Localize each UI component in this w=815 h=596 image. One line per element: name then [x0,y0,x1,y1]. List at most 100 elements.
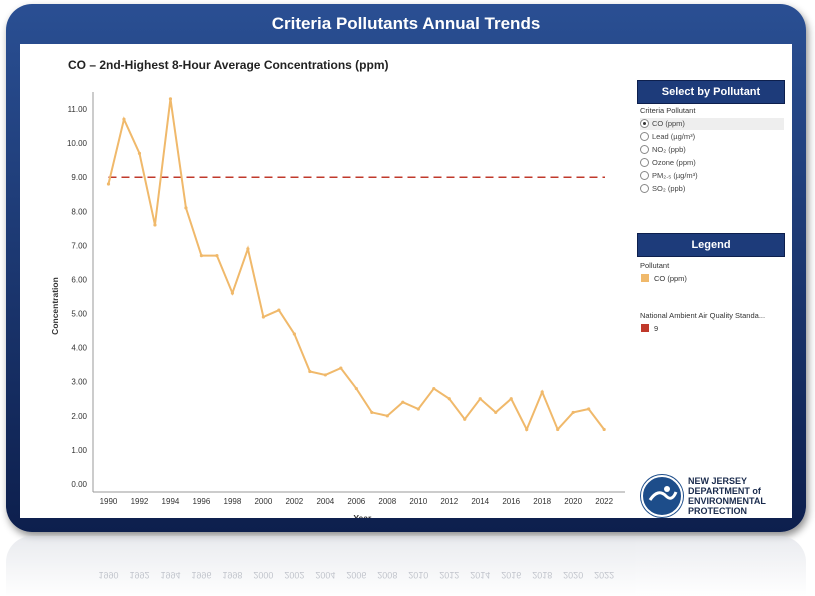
data-point [106,182,111,186]
radio-button[interactable] [640,157,649,167]
reflection-tick: 1990 [98,570,119,580]
x-tick-label: 2018 [533,497,551,506]
logo-line-4: PROTECTION [688,506,748,516]
y-tick-label: 9.00 [71,173,87,182]
radio-button[interactable] [640,170,649,180]
x-tick-label: 2002 [285,497,303,506]
data-point [556,427,560,432]
data-point [571,410,575,415]
pollutant-option[interactable]: CO (ppm) [640,118,784,130]
data-point [525,427,529,432]
criteria-pollutant-label: Criteria Pollutant [640,106,696,115]
data-point [184,206,188,210]
y-tick-label: 7.00 [71,241,87,250]
pollutant-option[interactable]: NO₂ (ppb) [640,144,784,156]
legend-standard-swatch [641,324,649,332]
reflection-tick: 2006 [346,570,367,580]
reflection-tick: 1994 [160,570,181,580]
data-point [153,223,157,227]
pollutant-option[interactable]: Lead (µg/m³) [640,131,784,143]
y-tick-label: 4.00 [71,344,87,353]
x-tick-label: 2016 [502,497,520,506]
njdep-logo: NEW JERSEY DEPARTMENT of ENVIRONMENTAL P… [640,474,790,518]
logo-line-1: NEW JERSEY [688,476,748,486]
data-point [370,410,374,415]
x-tick-label: 2010 [409,497,427,506]
y-tick-label: 5.00 [71,310,87,319]
pollutant-option-label: Lead (µg/m³) [652,132,696,141]
x-tick-label: 2004 [316,497,334,506]
x-tick-label: 1998 [224,497,242,506]
radio-button[interactable] [640,131,649,141]
data-point [447,397,451,401]
njdep-seal-icon [640,474,684,518]
x-tick-label: 2008 [378,497,396,506]
x-tick-label: 2020 [564,497,582,506]
data-point [261,315,265,319]
co-series-line [107,98,605,432]
radio-button[interactable] [640,144,649,154]
pollutant-option-label: NO₂ (ppb) [652,145,686,154]
frame-reflection: 1990 1992 1994 1996 1998 2000 2002 2004 2006 2008… [6,536,806,596]
radio-button[interactable] [640,183,649,193]
data-point [246,247,250,251]
pollutant-option-label: CO (ppm) [652,119,685,128]
reflection-tick: 2010 [408,570,429,580]
legend-co-swatch [641,274,649,282]
data-point [215,254,219,258]
pollutant-option-label: PM₂.₅ (µg/m³) [652,171,698,180]
data-point [478,397,482,401]
pollutant-option-label: SO₂ (ppb) [652,184,686,193]
pollutant-option[interactable]: SO₂ (ppb) [640,183,784,195]
pollutant-option[interactable]: Ozone (ppm) [640,157,784,169]
x-tick-label: 2022 [595,497,613,506]
data-point [323,373,327,377]
reflection-tick: 2016 [501,570,522,580]
y-tick-label: 3.00 [71,378,87,387]
data-point [168,97,173,101]
reflection-tick: 2014 [470,570,491,580]
dashboard-frame: Criteria Pollutants Annual Trends CO – 2… [6,4,806,532]
reflection-tick: 1996 [191,570,212,580]
data-point [494,410,498,415]
legend-header: Legend [637,233,785,257]
content-panel: CO – 2nd-Highest 8-Hour Average Concentr… [20,44,792,518]
x-tick-label: 2012 [440,497,458,506]
y-axis-label: Concentration [50,277,60,335]
y-tick-label: 10.00 [67,139,88,148]
legend-pollutant-label: Pollutant [640,261,670,270]
data-point [509,397,513,401]
data-point [230,291,235,295]
reflection-tick: 1998 [222,570,243,580]
x-tick-label: 1992 [131,497,149,506]
data-point [137,151,142,155]
reflection-tick: 2022 [594,570,615,580]
y-tick-label: 11.00 [68,105,88,114]
reflection-tick: 2020 [563,570,584,580]
reflection-tick: 2018 [532,570,553,580]
reflection-tick: 2008 [377,570,398,580]
reflection-tick: 2002 [284,570,305,580]
data-point [401,400,405,404]
reflection-tick: 1992 [129,570,150,580]
y-tick-label: 8.00 [71,207,87,216]
line-chart: 0.00 1.00 2.00 3.00 4.00 5.00 6.00 7.00 8.00 9.00… [50,92,625,518]
data-point [416,407,420,411]
x-tick-label: 2006 [347,497,365,506]
logo-line-3: ENVIRONMENTAL [688,496,766,506]
radio-button[interactable] [640,118,649,128]
data-point [432,386,436,391]
side-panel: Select by Pollutant Criteria Pollutant C… [632,44,792,518]
chart-title: CO – 2nd-Highest 8-Hour Average Concentr… [68,58,389,72]
data-point [540,390,544,394]
pollutant-option[interactable]: PM₂.₅ (µg/m³) [640,170,784,182]
logo-line-2: DEPARTMENT of [688,486,761,496]
data-point [277,308,281,312]
x-axis-label: Year [353,513,372,518]
data-point [199,254,204,258]
data-point [292,332,296,336]
x-tick-label: 1994 [162,497,180,506]
data-point [463,417,467,421]
reflection-tick: 2000 [253,570,274,580]
data-point [385,414,389,418]
